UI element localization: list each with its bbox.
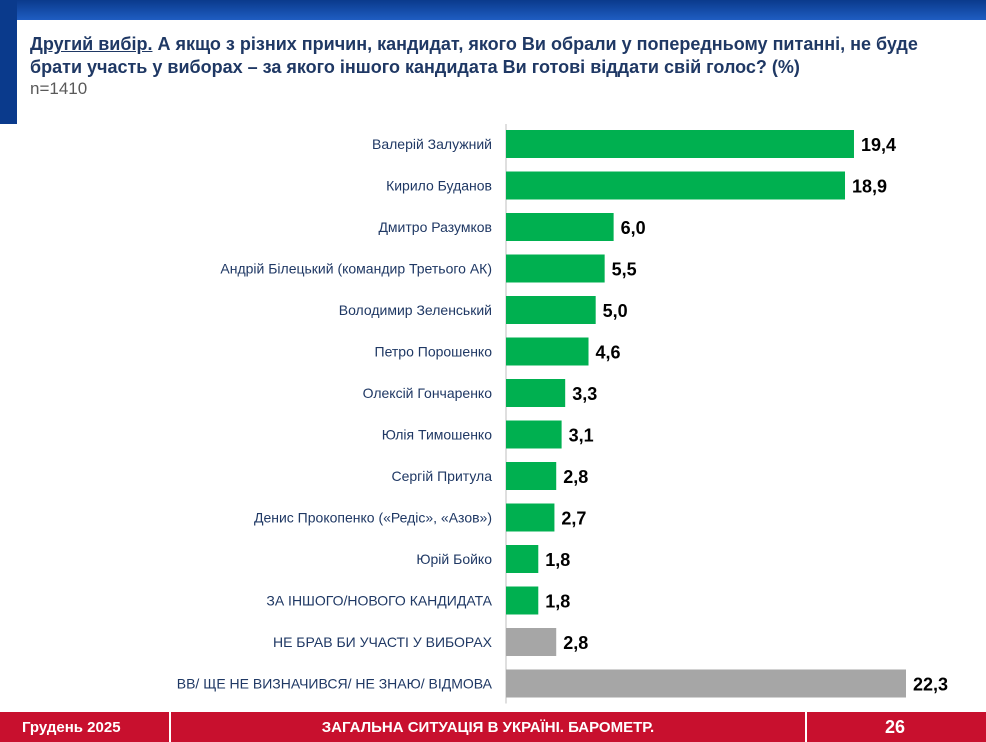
footer-bar: Грудень 2025 ЗАГАЛЬНА СИТУАЦІЯ В УКРАЇНІ…: [0, 712, 986, 742]
category-label: Петро Порошенко: [375, 344, 493, 360]
bar: [506, 379, 566, 407]
category-label: Дмитро Разумков: [378, 219, 492, 235]
category-label: Денис Прокопенко («Редіс», «Азов»): [254, 510, 492, 526]
category-label: Сергій Притула: [392, 468, 493, 484]
bar-chart: Валерій Залужний 19,4 Кирило Буданов 18,9 Дм…: [177, 124, 948, 704]
top-banner: [0, 0, 986, 20]
bar: [506, 628, 557, 656]
data-label: 3,3: [572, 384, 597, 404]
data-label: 5,5: [612, 260, 637, 280]
data-label: 5,0: [603, 301, 628, 321]
bar: [506, 254, 605, 283]
left-accent-bar: [0, 0, 17, 124]
footer-date: Грудень 2025: [22, 719, 121, 736]
title-question: А якщо з різних причин, кандидат, якого …: [30, 34, 918, 77]
footer-divider: [805, 712, 807, 742]
footer-divider: [169, 712, 171, 742]
data-label: 1,8: [545, 592, 570, 612]
bar: [506, 462, 557, 490]
category-label: Кирило Буданов: [386, 178, 492, 194]
data-label: 1,8: [545, 550, 570, 570]
title-lead: Другий вибір.: [30, 34, 153, 54]
sample-size: n=1410: [30, 79, 88, 98]
bar: [506, 420, 562, 449]
data-label: 2,7: [561, 509, 586, 529]
category-label: Юлія Тимошенко: [382, 427, 492, 443]
page-number: 26: [884, 717, 906, 737]
chart-title: Другий вибір. А якщо з різних причин, ка…: [30, 33, 970, 79]
data-label: 22,3: [913, 675, 948, 695]
bar: [506, 213, 614, 241]
category-label: Володимир Зеленський: [339, 302, 492, 318]
bar: [506, 337, 589, 366]
data-label: 2,8: [563, 633, 588, 653]
category-label: ВВ/ ЩЕ НЕ ВИЗНАЧИВСЯ/ НЕ ЗНАЮ/ ВІДМОВА: [177, 676, 493, 692]
bar: [506, 669, 906, 698]
bar: [506, 130, 854, 158]
data-label: 6,0: [621, 218, 646, 238]
data-label: 3,1: [569, 426, 594, 446]
data-label: 2,8: [563, 467, 588, 487]
bar: [506, 171, 846, 200]
footer-title: ЗАГАЛЬНА СИТУАЦІЯ В УКРАЇНІ. БАРОМЕТР.: [321, 719, 655, 736]
category-label: НЕ БРАВ БИ УЧАСТІ У ВИБОРАХ: [273, 634, 493, 650]
category-label: Юрій Бойко: [416, 551, 492, 567]
category-label: Валерій Залужний: [372, 136, 492, 152]
bar: [506, 586, 539, 615]
data-label: 19,4: [861, 135, 896, 155]
data-label: 18,9: [852, 177, 887, 197]
category-label: Андрій Білецький (командир Третього АК): [220, 261, 492, 277]
bar: [506, 545, 539, 573]
bar: [506, 503, 555, 532]
bar: [506, 296, 596, 324]
data-label: 4,6: [596, 343, 621, 363]
category-label: ЗА ІНШОГО/НОВОГО КАНДИДАТА: [266, 593, 492, 609]
category-label: Олексій Гончаренко: [363, 385, 493, 401]
